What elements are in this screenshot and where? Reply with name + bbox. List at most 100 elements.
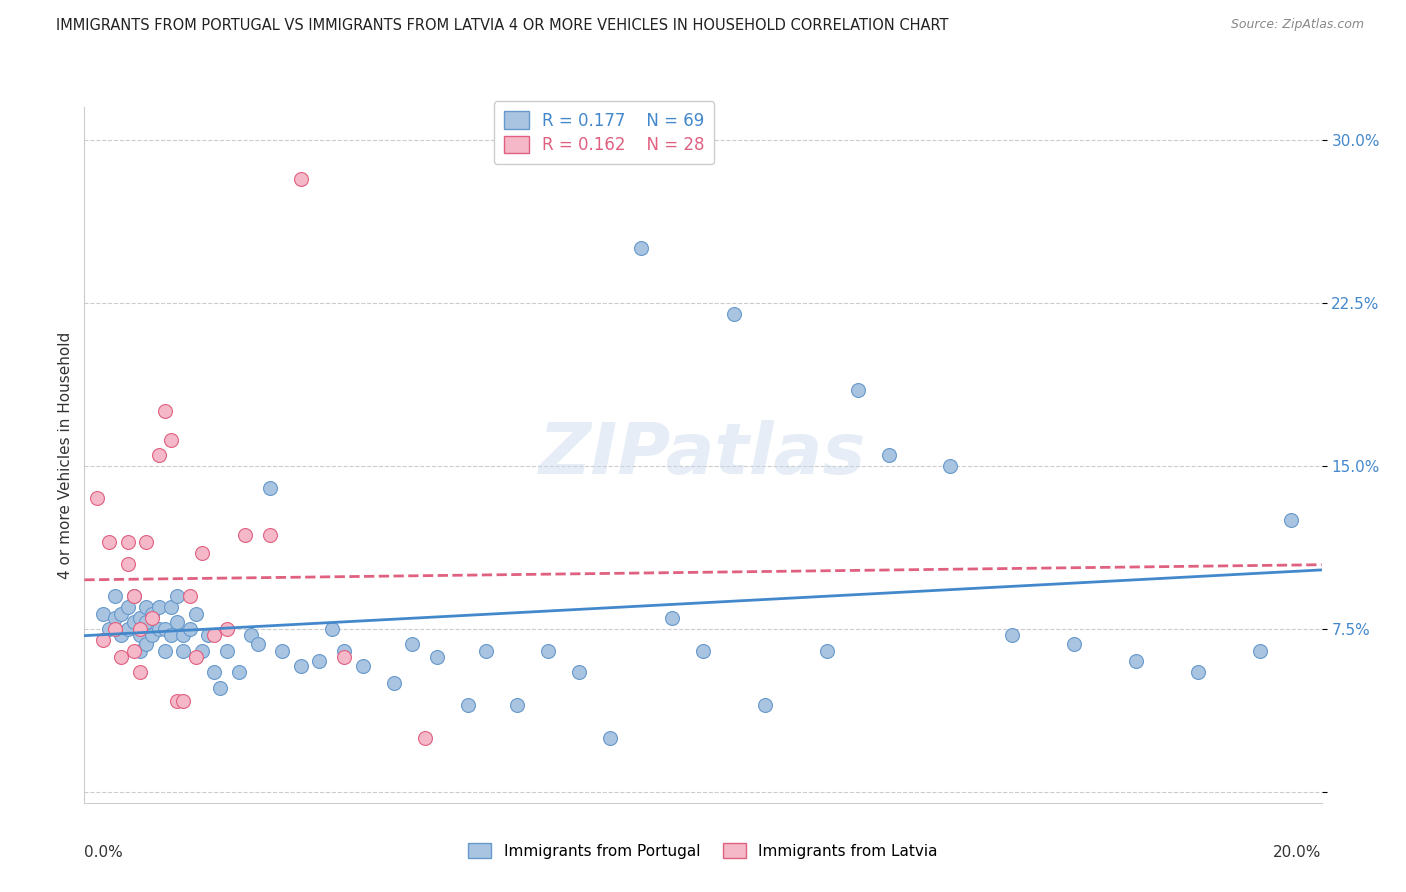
Immigrants from Portugal [141,607,163,621]
Immigrants from Latvia [122,643,145,657]
Immigrants from Portugal [202,665,225,680]
Immigrants from Portugal [129,628,152,642]
Immigrants from Latvia [104,622,127,636]
Immigrants from Latvia [160,433,183,447]
Immigrants from Portugal [135,637,157,651]
Immigrants from Portugal [228,665,250,680]
Immigrants from Latvia [153,404,176,418]
Immigrants from Latvia [122,589,145,603]
Immigrants from Portugal [129,643,152,657]
Immigrants from Portugal [129,611,152,625]
Text: 0.0%: 0.0% [84,845,124,860]
Immigrants from Portugal [1063,637,1085,651]
Immigrants from Portugal [148,600,170,615]
Immigrants from Latvia [259,528,281,542]
Immigrants from Portugal [846,383,869,397]
Immigrants from Latvia [215,622,238,636]
Immigrants from Portugal [246,637,269,651]
Immigrants from Latvia [91,632,114,647]
Immigrants from Latvia [166,693,188,707]
Immigrants from Portugal [240,628,263,642]
Immigrants from Latvia [86,491,108,506]
Immigrants from Latvia [129,622,152,636]
Immigrants from Portugal [723,307,745,321]
Immigrants from Portugal [110,628,132,642]
Immigrants from Portugal [401,637,423,651]
Immigrants from Portugal [457,698,479,712]
Immigrants from Portugal [1249,643,1271,657]
Immigrants from Latvia [172,693,194,707]
Immigrants from Portugal [117,600,139,615]
Immigrants from Latvia [413,731,436,745]
Immigrants from Portugal [692,643,714,657]
Immigrants from Latvia [179,589,201,603]
Immigrants from Latvia [98,534,121,549]
Immigrants from Latvia [290,171,312,186]
Immigrants from Portugal [104,589,127,603]
Immigrants from Portugal [184,607,207,621]
Immigrants from Portugal [599,731,621,745]
Immigrants from Portugal [160,600,183,615]
Immigrants from Portugal [1279,513,1302,527]
Immigrants from Latvia [117,534,139,549]
Legend: Immigrants from Portugal, Immigrants from Latvia: Immigrants from Portugal, Immigrants fro… [463,837,943,864]
Immigrants from Latvia [202,628,225,642]
Text: IMMIGRANTS FROM PORTUGAL VS IMMIGRANTS FROM LATVIA 4 OR MORE VEHICLES IN HOUSEHO: IMMIGRANTS FROM PORTUGAL VS IMMIGRANTS F… [56,18,949,33]
Immigrants from Portugal [1187,665,1209,680]
Immigrants from Portugal [352,658,374,673]
Immigrants from Portugal [333,643,356,657]
Immigrants from Portugal [104,611,127,625]
Immigrants from Portugal [209,681,232,695]
Immigrants from Latvia [191,546,214,560]
Immigrants from Portugal [475,643,498,657]
Immigrants from Latvia [129,665,152,680]
Immigrants from Portugal [1001,628,1024,642]
Immigrants from Portugal [172,628,194,642]
Immigrants from Portugal [135,615,157,630]
Immigrants from Portugal [153,643,176,657]
Immigrants from Portugal [153,622,176,636]
Immigrants from Portugal [1125,655,1147,669]
Immigrants from Latvia [184,650,207,665]
Y-axis label: 4 or more Vehicles in Household: 4 or more Vehicles in Household [58,331,73,579]
Text: ZIPatlas: ZIPatlas [540,420,866,490]
Immigrants from Portugal [815,643,838,657]
Immigrants from Portugal [122,615,145,630]
Immigrants from Portugal [117,622,139,636]
Immigrants from Portugal [271,643,294,657]
Immigrants from Portugal [939,458,962,473]
Immigrants from Portugal [661,611,683,625]
Immigrants from Portugal [290,658,312,673]
Immigrants from Portugal [877,448,900,462]
Immigrants from Latvia [110,650,132,665]
Immigrants from Portugal [141,628,163,642]
Immigrants from Portugal [754,698,776,712]
Immigrants from Portugal [191,643,214,657]
Immigrants from Latvia [233,528,256,542]
Immigrants from Latvia [333,650,356,665]
Immigrants from Portugal [122,589,145,603]
Immigrants from Latvia [117,557,139,571]
Immigrants from Portugal [259,481,281,495]
Immigrants from Portugal [426,650,449,665]
Immigrants from Portugal [308,655,330,669]
Immigrants from Portugal [568,665,591,680]
Text: Source: ZipAtlas.com: Source: ZipAtlas.com [1230,18,1364,31]
Immigrants from Portugal [98,622,121,636]
Immigrants from Portugal [91,607,114,621]
Immigrants from Portugal [160,628,183,642]
Immigrants from Portugal [179,622,201,636]
Immigrants from Latvia [135,534,157,549]
Immigrants from Latvia [141,611,163,625]
Immigrants from Portugal [135,600,157,615]
Immigrants from Portugal [172,643,194,657]
Immigrants from Portugal [166,589,188,603]
Immigrants from Portugal [506,698,529,712]
Immigrants from Portugal [197,628,219,642]
Immigrants from Latvia [148,448,170,462]
Immigrants from Portugal [215,643,238,657]
Immigrants from Portugal [166,615,188,630]
Immigrants from Portugal [537,643,560,657]
Immigrants from Portugal [110,607,132,621]
Text: 20.0%: 20.0% [1274,845,1322,860]
